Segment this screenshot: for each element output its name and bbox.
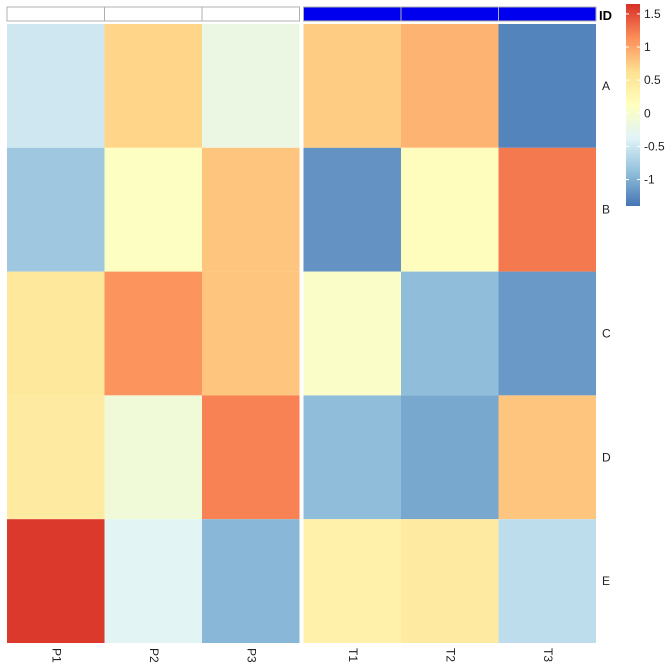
column-label-P2: P2 bbox=[147, 648, 161, 663]
heatmap-cell-B-T3 bbox=[498, 147, 596, 272]
annotation-cell-T3 bbox=[498, 6, 597, 22]
heatmap-cell-D-T2 bbox=[401, 395, 499, 520]
heatmap-cell-B-P1 bbox=[7, 147, 105, 272]
row-label-E: E bbox=[602, 574, 610, 588]
legend-tick-label-5: -1 bbox=[644, 173, 655, 187]
heatmap-cell-E-T1 bbox=[303, 519, 401, 643]
heatmap-cell-C-T3 bbox=[498, 271, 596, 396]
annotation-label-id: ID bbox=[599, 8, 612, 23]
heatmap-cell-A-P2 bbox=[104, 24, 202, 148]
heatmap-cell-D-T3 bbox=[498, 395, 596, 520]
heatmap-cell-D-T1 bbox=[303, 395, 401, 520]
heatmap-cell-C-T2 bbox=[401, 271, 499, 396]
heatmap-cell-C-P1 bbox=[7, 271, 105, 396]
column-label-P1: P1 bbox=[50, 648, 64, 663]
annotation-cell-T2 bbox=[400, 6, 499, 22]
heatmap-cell-E-T3 bbox=[498, 519, 596, 643]
heatmap-cell-B-T1 bbox=[303, 147, 401, 272]
row-label-C: C bbox=[602, 327, 611, 341]
heatmap-cell-D-P2 bbox=[104, 395, 202, 520]
heatmap-cell-E-P1 bbox=[7, 519, 105, 643]
legend-tick-label-2: 0.5 bbox=[644, 73, 661, 87]
annotation-cell-P3 bbox=[201, 6, 300, 22]
heatmap-cell-E-T2 bbox=[401, 519, 499, 643]
heatmap-cell-A-T3 bbox=[498, 24, 596, 148]
column-label-T1: T1 bbox=[346, 648, 360, 662]
heatmap-cell-D-P3 bbox=[202, 395, 300, 520]
row-label-B: B bbox=[602, 203, 610, 217]
heatmap-cell-E-P2 bbox=[104, 519, 202, 643]
legend-tick-label-4: -0.5 bbox=[644, 139, 665, 153]
heatmap-cell-A-T2 bbox=[401, 24, 499, 148]
heatmap-cell-C-P2 bbox=[104, 271, 202, 396]
annotation-cell-P1 bbox=[6, 6, 105, 22]
heatmap-cell-C-T1 bbox=[303, 271, 401, 396]
legend-tick-label-1: 1 bbox=[644, 40, 651, 54]
legend-tick-label-0: 1.5 bbox=[644, 7, 661, 21]
heatmap-cell-E-P3 bbox=[202, 519, 300, 643]
column-label-T2: T2 bbox=[444, 648, 458, 662]
heatmap-cell-A-P1 bbox=[7, 24, 105, 148]
heatmap-cell-A-P3 bbox=[202, 24, 300, 148]
row-label-D: D bbox=[602, 450, 611, 464]
annotation-cell-T1 bbox=[303, 6, 402, 22]
heatmap-cell-B-P2 bbox=[104, 147, 202, 272]
heatmap-cell-C-P3 bbox=[202, 271, 300, 396]
annotation-cell-P2 bbox=[104, 6, 203, 22]
heatmap-cell-A-T1 bbox=[303, 24, 401, 148]
legend-tick-label-3: 0 bbox=[644, 106, 651, 120]
heatmap-cell-D-P1 bbox=[7, 395, 105, 520]
heatmap-cell-B-T2 bbox=[401, 147, 499, 272]
legend-colorbar bbox=[626, 4, 640, 206]
column-label-T3: T3 bbox=[541, 648, 555, 662]
row-label-A: A bbox=[602, 79, 610, 93]
column-label-P3: P3 bbox=[245, 648, 259, 663]
heatmap-cell-B-P3 bbox=[202, 147, 300, 272]
